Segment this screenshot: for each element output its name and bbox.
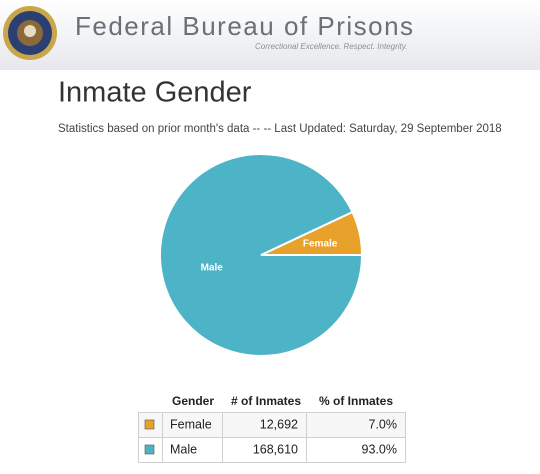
header-band [0, 0, 540, 70]
agency-name: Federal Bureau of Prisons [75, 11, 415, 41]
table-text: 168,610 [253, 442, 298, 456]
table-text: 93.0% [362, 442, 397, 456]
pie: Female Male [159, 153, 364, 357]
slice-label: Male [201, 263, 224, 274]
table-cell [162, 437, 223, 463]
table-cell [306, 412, 406, 438]
legend-swatch [144, 419, 155, 430]
table-cell [306, 437, 406, 463]
subtitle: Statistics based on prior month's data -… [58, 123, 502, 135]
table-text: 12,692 [260, 417, 298, 431]
table-text: Female [170, 417, 212, 431]
column-header: # of Inmates [231, 394, 301, 408]
column-header: Gender [172, 394, 214, 408]
legend-swatch [144, 444, 155, 455]
table-text: Male [170, 442, 197, 456]
page-title: Inmate Gender [58, 77, 252, 109]
table: Gender # of Inmates % of Inmates Female 12,6… [138, 394, 406, 463]
slice-label: Female [303, 238, 338, 249]
tagline: Correctional Excellence. Respect. Integr… [255, 42, 407, 51]
table-cell [222, 437, 307, 463]
seal [3, 6, 57, 60]
pie-slice [159, 153, 364, 357]
column-header: % of Inmates [319, 394, 393, 408]
table-text: 7.0% [369, 417, 398, 431]
